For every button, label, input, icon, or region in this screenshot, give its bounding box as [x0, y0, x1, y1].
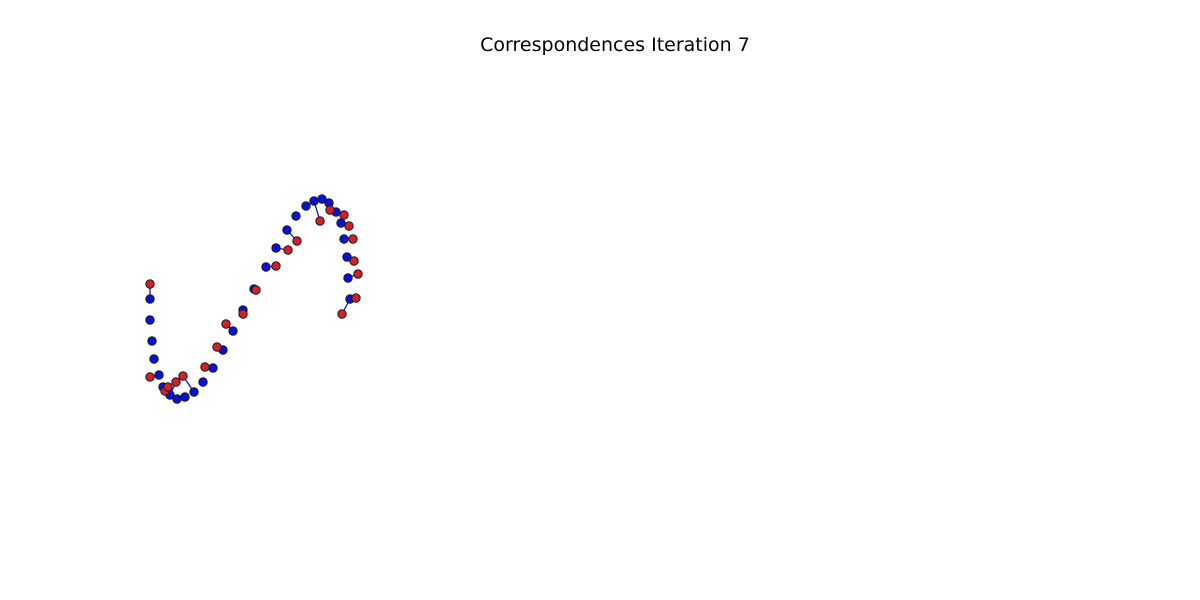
source-point-0: [145, 279, 155, 289]
correspondence-lines: [149, 200, 359, 396]
target-point-10: [198, 377, 208, 387]
source-point-11: [271, 261, 281, 271]
source-point-15: [325, 205, 335, 215]
target-point-11: [208, 363, 218, 373]
target-point-16: [261, 262, 271, 272]
source-point-12: [283, 245, 293, 255]
source-point-1: [145, 372, 155, 382]
target-point-0: [145, 294, 155, 304]
source-point-21: [351, 293, 361, 303]
chart-title: Correspondences Iteration 7: [480, 34, 750, 56]
source-point-10: [251, 285, 261, 295]
target-point-21: [309, 196, 319, 206]
source-point-5: [178, 371, 188, 381]
target-point-26: [339, 234, 349, 244]
source-point-9: [238, 309, 248, 319]
target-point-20: [301, 201, 311, 211]
target-point-18: [282, 225, 292, 235]
source-point-6: [200, 362, 210, 372]
target-point-7: [172, 394, 182, 404]
target-point-27: [342, 252, 352, 262]
source-point-7: [212, 342, 222, 352]
target-point-8: [180, 392, 190, 402]
source-point-8: [221, 319, 231, 329]
target-point-22: [317, 194, 327, 204]
source-point-3: [163, 382, 173, 392]
target-point-13: [228, 326, 238, 336]
target-point-28: [343, 273, 353, 283]
target-point-25: [336, 218, 346, 228]
target-point-19: [291, 211, 301, 221]
target-point-2: [147, 336, 157, 346]
point-markers: [145, 194, 363, 404]
source-point-17: [344, 221, 354, 231]
source-point-22: [337, 309, 347, 319]
source-point-16: [339, 210, 349, 220]
target-point-1: [145, 315, 155, 325]
target-point-17: [271, 243, 281, 253]
source-point-20: [353, 269, 363, 279]
source-point-4: [171, 377, 181, 387]
source-point-13: [292, 236, 302, 246]
source-point-19: [349, 256, 359, 266]
source-point-18: [348, 234, 358, 244]
target-point-4: [154, 370, 164, 380]
target-point-3: [149, 354, 159, 364]
source-point-14: [315, 216, 325, 226]
target-point-9: [189, 387, 199, 397]
